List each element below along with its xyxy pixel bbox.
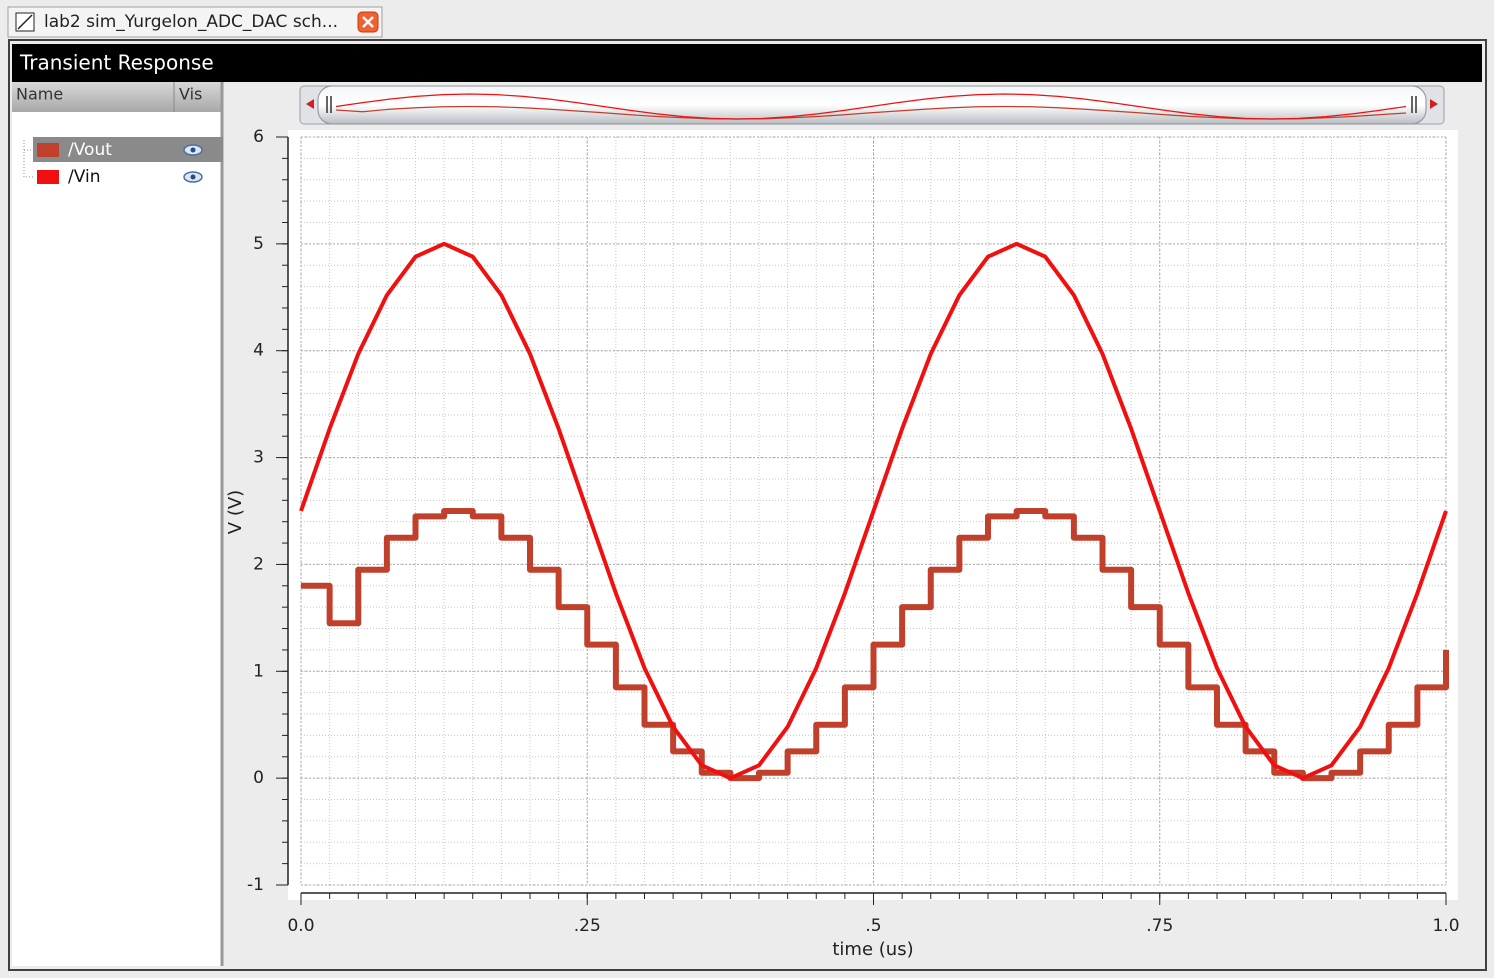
series-line [299,241,1448,781]
y-axis-label: V (V) [225,490,246,534]
overview [335,93,1407,120]
x-tick-label: .25 [574,916,601,936]
x-axis-label: time (us) [832,939,913,960]
x-tick-label: .75 [1146,916,1173,936]
axes: -1 0 1 2 3 4 5 6 0.0 .25 .5 .75 1.0 [247,127,1459,936]
signal-list [12,82,222,966]
legend-swatch [37,170,59,184]
overview-thumb[interactable] [317,85,1427,125]
y-tick-label: -1 [247,875,264,895]
legend-swatch [37,143,59,157]
y-tick-label: 3 [253,448,264,468]
y-tick-label: 1 [253,661,264,681]
x-tick-label: .5 [865,916,881,936]
scroll-right[interactable] [1430,99,1438,109]
y-tick-label: 5 [253,234,264,254]
legend-label: /Vout [68,140,112,160]
y-tick-label: 2 [253,554,264,574]
legend: /Vout/Vin [37,140,203,187]
tab[interactable] [7,6,383,38]
tree-lines [23,140,33,178]
y-tick-label: 6 [253,127,264,147]
header-name: Name [16,85,63,104]
header-vis: Vis [179,85,202,104]
tab-close-x [362,16,374,28]
list-header [12,82,223,112]
x-tick-label: 0.0 [287,916,314,936]
visibility-pupil [190,147,196,153]
plot [299,241,1449,782]
legend-label: /Vin [68,167,100,187]
window-title: Transient Response [19,51,214,75]
x-tick-label: 1.0 [1432,916,1459,936]
visibility-pupil [190,174,196,180]
y-tick-label: 0 [253,768,264,788]
tab-icon-line [17,14,33,30]
overview-line [335,93,1407,120]
thumb-grips [326,96,1417,113]
scroll-left[interactable] [306,99,314,109]
y-tick-label: 4 [253,341,264,361]
overview-line [335,105,1407,120]
tab-title: lab2 sim_Yurgelon_ADC_DAC sch... [44,12,338,32]
title-bar [12,44,1482,82]
grid [300,136,1447,886]
